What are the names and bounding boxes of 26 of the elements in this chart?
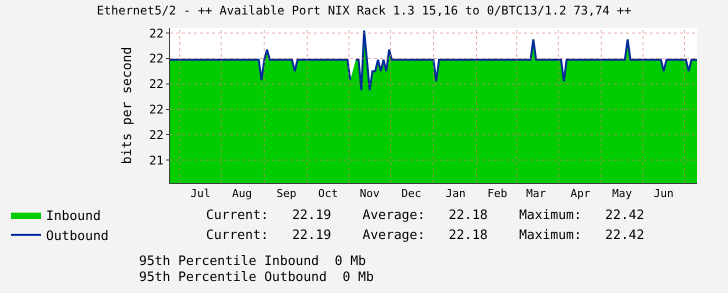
text: Current: 22.19 Average: 22.18 Maximum: 22.42 (206, 228, 644, 243)
y-tick-label: 21 (149, 153, 164, 168)
x-tick-label: Jul (190, 187, 210, 200)
y-tick-label: 22 (149, 26, 164, 40)
text: Current: 22.19 Average: 22.18 Maximum: 22.42 (206, 208, 644, 223)
x-tick-label: Mar (526, 187, 546, 200)
x-tick-label: May (612, 187, 632, 200)
x-tick-label: Sep (276, 187, 296, 200)
x-tick-label: Oct (318, 187, 338, 200)
y-tick-label: 22 (149, 77, 164, 92)
y-tick-label: 22 (149, 52, 164, 66)
chart-title: Ethernet5/2 - ++ Available Port NIX Rack 1.3 15,16 to 0/BTC13/1.2 73,74 ++ (96, 3, 632, 18)
x-tick-label: Apr (570, 187, 591, 200)
x-tick-label: Jan (446, 187, 466, 200)
x-tick-label: Feb (487, 187, 508, 200)
y-tick-label: 22 (149, 128, 164, 142)
text: 95th Percentile Outbound 0 Mb (139, 270, 374, 285)
x-tick-label: Jun (654, 187, 674, 200)
legend-label: Outbound (46, 228, 109, 244)
text: 95th Percentile Inbound 0 Mb (139, 254, 366, 269)
y-tick-label: 22 (149, 102, 164, 117)
x-tick-label: Dec (401, 187, 422, 200)
x-tick-label: Nov (360, 187, 380, 200)
y-axis-title: bits per second (120, 46, 136, 164)
x-tick-label: Aug (232, 187, 252, 200)
legend-label: Inbound (46, 209, 101, 224)
